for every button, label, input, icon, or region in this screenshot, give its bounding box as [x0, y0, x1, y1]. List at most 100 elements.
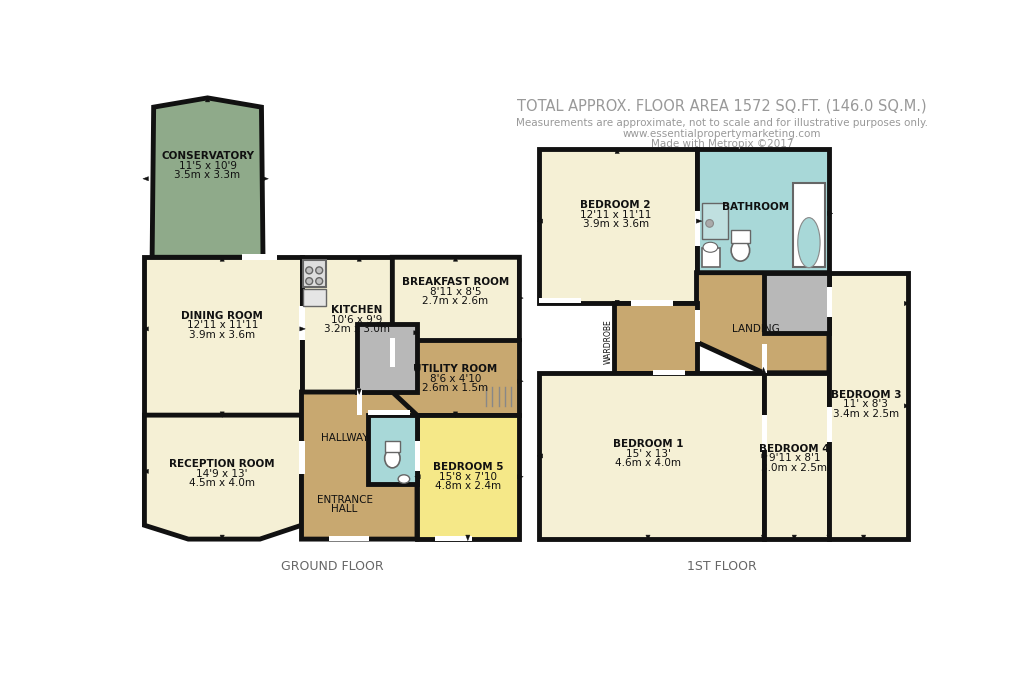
Bar	[793, 183, 825, 267]
Bar	[539, 150, 696, 304]
Bar	[301, 257, 416, 392]
Text: 4.5m x 4.0m: 4.5m x 4.0m	[189, 478, 255, 488]
Polygon shape	[143, 176, 148, 181]
Polygon shape	[538, 219, 543, 223]
Text: 15' x 13': 15' x 13'	[626, 449, 671, 458]
Polygon shape	[220, 256, 224, 262]
Text: 8'11 x 8'5: 8'11 x 8'5	[430, 287, 481, 297]
Bar	[696, 150, 829, 272]
Bar	[731, 230, 750, 242]
Bar	[829, 272, 908, 539]
Polygon shape	[646, 535, 650, 541]
Text: 14'9 x 13': 14'9 x 13'	[197, 469, 248, 479]
Polygon shape	[454, 412, 458, 417]
Bar	[764, 272, 829, 333]
Bar	[417, 415, 519, 539]
Bar	[303, 289, 326, 306]
Polygon shape	[615, 300, 620, 306]
Polygon shape	[414, 330, 419, 335]
Bar	[631, 300, 674, 306]
Text: BEDROOM 5: BEDROOM 5	[432, 462, 503, 472]
Polygon shape	[392, 257, 519, 392]
Text: BEDROOM 4: BEDROOM 4	[759, 444, 829, 454]
Text: UTILITY ROOM: UTILITY ROOM	[414, 364, 498, 375]
Ellipse shape	[731, 240, 750, 261]
Polygon shape	[301, 392, 417, 539]
Polygon shape	[904, 302, 909, 306]
Polygon shape	[357, 256, 361, 262]
Text: 2.6m x 1.5m: 2.6m x 1.5m	[423, 383, 488, 394]
Polygon shape	[263, 176, 268, 181]
Text: 3.9m x 3.6m: 3.9m x 3.6m	[189, 330, 255, 340]
Bar	[368, 415, 417, 484]
Bar	[299, 441, 304, 474]
Bar	[652, 370, 685, 375]
Text: 4.8m x 2.4m: 4.8m x 2.4m	[435, 481, 501, 491]
Polygon shape	[206, 96, 210, 102]
Text: 11'5 x 10'9: 11'5 x 10'9	[178, 161, 237, 171]
Circle shape	[706, 219, 714, 227]
Text: 3.4m x 2.5m: 3.4m x 2.5m	[833, 409, 899, 419]
Text: 3.5m x 3.3m: 3.5m x 3.3m	[174, 170, 241, 180]
Ellipse shape	[703, 242, 718, 252]
Circle shape	[315, 278, 323, 285]
Polygon shape	[904, 404, 909, 408]
Polygon shape	[615, 148, 620, 153]
Text: 2.7m x 2.6m: 2.7m x 2.6m	[423, 296, 488, 306]
Polygon shape	[143, 327, 148, 331]
Bar	[539, 373, 764, 539]
Polygon shape	[220, 535, 224, 541]
Polygon shape	[793, 535, 797, 541]
Bar	[330, 536, 370, 541]
Bar	[695, 211, 699, 246]
Text: 15'8 x 7'10: 15'8 x 7'10	[439, 472, 497, 481]
Text: KITCHEN: KITCHEN	[331, 305, 383, 315]
Polygon shape	[220, 412, 224, 417]
Text: BEDROOM 1: BEDROOM 1	[612, 439, 683, 449]
Polygon shape	[696, 219, 701, 223]
Bar	[390, 338, 395, 367]
Bar	[243, 254, 276, 259]
Bar	[303, 259, 326, 287]
Text: ENTRANCE: ENTRANCE	[316, 494, 373, 505]
Polygon shape	[696, 272, 829, 373]
Polygon shape	[153, 98, 263, 257]
Bar	[695, 310, 699, 342]
Polygon shape	[454, 256, 458, 262]
Bar	[435, 536, 472, 541]
Text: BATHROOM: BATHROOM	[722, 202, 790, 212]
Bar	[614, 304, 696, 373]
Text: 4.6m x 4.0m: 4.6m x 4.0m	[615, 458, 681, 468]
Bar	[764, 373, 829, 539]
Ellipse shape	[398, 475, 410, 484]
Bar	[701, 248, 720, 267]
Circle shape	[306, 278, 312, 285]
Polygon shape	[466, 535, 470, 541]
Text: GROUND FLOOR: GROUND FLOOR	[281, 560, 384, 573]
Text: 1ST FLOOR: 1ST FLOOR	[687, 560, 757, 573]
Text: Measurements are approximate, not to scale and for illustrative purposes only.: Measurements are approximate, not to sca…	[516, 118, 928, 128]
Bar	[415, 441, 420, 471]
Circle shape	[306, 267, 312, 274]
Text: LANDING: LANDING	[732, 324, 779, 334]
Text: DINING ROOM: DINING ROOM	[181, 311, 263, 321]
Text: 11' x 8'3: 11' x 8'3	[844, 399, 889, 409]
Bar	[368, 410, 410, 415]
Bar	[392, 340, 519, 415]
Text: 9'11 x 8'1: 9'11 x 8'1	[769, 454, 820, 463]
Circle shape	[315, 267, 323, 274]
Polygon shape	[357, 389, 361, 394]
Bar	[357, 324, 417, 392]
Polygon shape	[538, 454, 543, 458]
Bar	[827, 287, 833, 317]
Bar	[827, 407, 833, 442]
Bar	[299, 306, 304, 340]
Bar	[385, 441, 400, 452]
Polygon shape	[762, 535, 766, 541]
Ellipse shape	[798, 218, 820, 268]
Polygon shape	[762, 367, 766, 373]
Text: BEDROOM 2: BEDROOM 2	[581, 200, 651, 210]
Text: WARDROBE: WARDROBE	[603, 319, 612, 364]
Text: CONSERVATORY: CONSERVATORY	[161, 151, 254, 161]
Bar	[762, 415, 767, 449]
